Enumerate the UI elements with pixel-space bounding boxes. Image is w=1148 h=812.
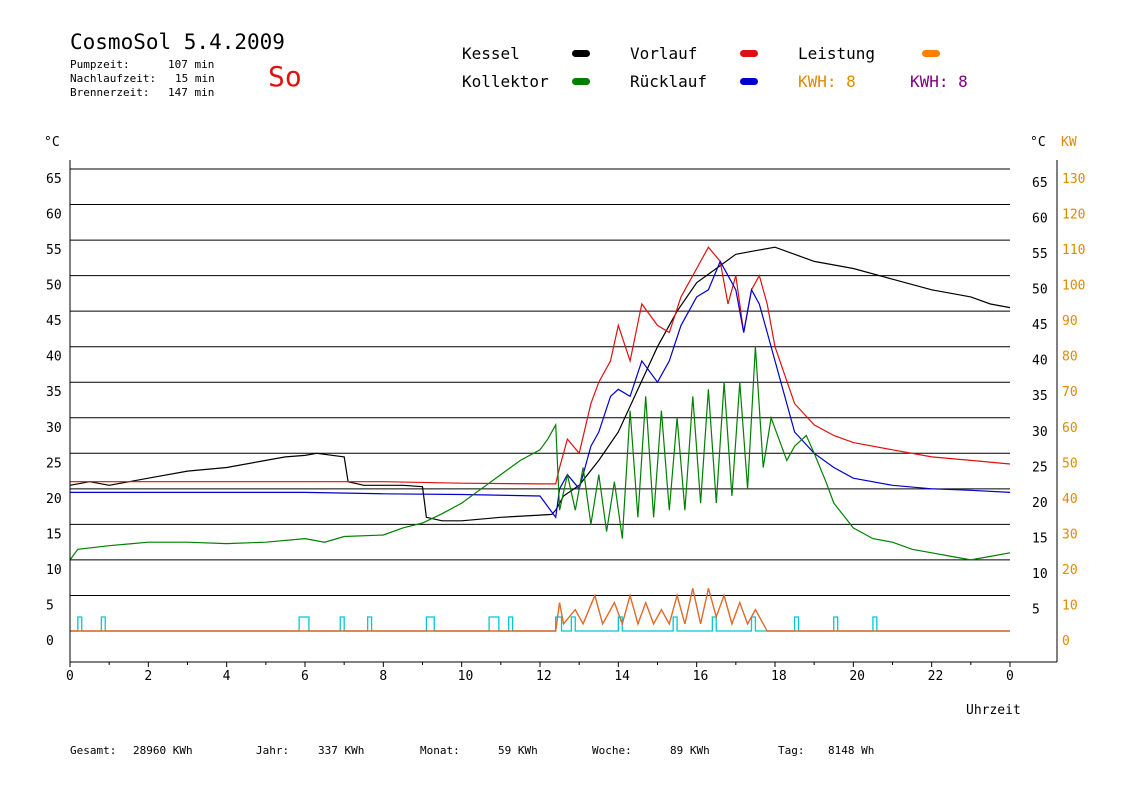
stat-pumpzeit-label: Pumpzeit: bbox=[70, 58, 130, 71]
x-tick-12: 0 bbox=[1006, 669, 1014, 684]
legend-vorlauf-swatch bbox=[740, 50, 758, 57]
y-tick-kw-20: 20 bbox=[1062, 563, 1078, 578]
y-tick-left-40: 40 bbox=[46, 350, 62, 365]
y-tick-right-45: 45 bbox=[1032, 318, 1048, 333]
y-tick-right-50: 50 bbox=[1032, 283, 1048, 298]
footer-woche-value: 89 KWh bbox=[670, 744, 710, 757]
series-leistung-kwh bbox=[70, 588, 1010, 632]
y-tick-left-15: 15 bbox=[46, 527, 62, 542]
series-kollektor bbox=[69, 346, 1011, 561]
x-tick-1: 2 bbox=[144, 669, 152, 684]
y-tick-left-35: 35 bbox=[46, 385, 62, 400]
pump-trace bbox=[70, 616, 1010, 632]
y-tick-left-5: 5 bbox=[46, 598, 54, 613]
stat-nachlaufzeit-value: 15 min bbox=[175, 72, 215, 85]
series-ruecklauf bbox=[70, 260, 1011, 519]
footer-gesamt-label: Gesamt: bbox=[70, 744, 117, 757]
x-tick-7: 14 bbox=[614, 669, 630, 684]
x-tick-8: 16 bbox=[693, 669, 709, 684]
y-tick-kw-90: 90 bbox=[1062, 314, 1078, 329]
y-tick-kw-130: 130 bbox=[1062, 172, 1085, 187]
y-tick-kw-10: 10 bbox=[1062, 598, 1078, 613]
y-axis-right-unit: °C bbox=[1030, 135, 1046, 150]
legend-kollektor-label: Kollektor bbox=[462, 72, 549, 91]
y-tick-kw-60: 60 bbox=[1062, 421, 1078, 436]
y-tick-right-40: 40 bbox=[1032, 354, 1048, 369]
y-tick-right-15: 15 bbox=[1032, 531, 1048, 546]
y-tick-kw-120: 120 bbox=[1062, 208, 1085, 223]
y-axis-kw-unit: KW bbox=[1061, 135, 1077, 150]
x-tick-3: 6 bbox=[301, 669, 309, 684]
stat-brennerzeit-label: Brennerzeit: bbox=[70, 86, 150, 99]
footer-gesamt-value: 28960 KWh bbox=[133, 744, 193, 757]
footer-tag-label: Tag: bbox=[778, 744, 805, 757]
legend-leistung-swatch bbox=[922, 50, 940, 57]
x-tick-5: 10 bbox=[458, 669, 474, 684]
y-tick-right-25: 25 bbox=[1032, 460, 1048, 475]
y-tick-left-55: 55 bbox=[46, 243, 62, 258]
y-tick-right-60: 60 bbox=[1032, 212, 1048, 227]
series-kessel bbox=[69, 246, 1011, 522]
legend-kessel-swatch bbox=[572, 50, 590, 57]
kwh-purple-label: KWH: 8 bbox=[910, 72, 968, 91]
y-tick-left-0: 0 bbox=[46, 634, 54, 649]
y-tick-kw-40: 40 bbox=[1062, 492, 1078, 507]
y-tick-left-20: 20 bbox=[46, 492, 62, 507]
footer-jahr-value: 337 KWh bbox=[318, 744, 365, 757]
series-leistung bbox=[70, 588, 1010, 632]
y-tick-kw-30: 30 bbox=[1062, 527, 1078, 542]
stat-brennerzeit-value: 147 min bbox=[168, 86, 215, 99]
weekday-label: So bbox=[268, 60, 302, 93]
legend-kollektor-swatch bbox=[572, 78, 590, 85]
y-tick-right-55: 55 bbox=[1032, 247, 1048, 262]
y-tick-left-10: 10 bbox=[46, 563, 62, 578]
x-tick-2: 4 bbox=[223, 669, 231, 684]
y-tick-right-20: 20 bbox=[1032, 496, 1048, 511]
x-tick-4: 8 bbox=[379, 669, 387, 684]
x-tick-10: 20 bbox=[849, 669, 865, 684]
x-tick-9: 18 bbox=[771, 669, 787, 684]
stat-pumpzeit-value: 107 min bbox=[168, 58, 215, 71]
y-tick-left-25: 25 bbox=[46, 456, 62, 471]
y-axis-left-unit: °C bbox=[44, 135, 60, 150]
chart-title: CosmoSol 5.4.2009 bbox=[70, 30, 285, 54]
y-tick-kw-110: 110 bbox=[1062, 243, 1085, 258]
x-axis-label: Uhrzeit bbox=[966, 703, 1021, 718]
x-tick-0: 0 bbox=[66, 669, 74, 684]
y-tick-right-30: 30 bbox=[1032, 425, 1048, 440]
legend-vorlauf-label: Vorlauf bbox=[630, 44, 698, 63]
legend-kessel-label: Kessel bbox=[462, 44, 520, 63]
footer-monat-label: Monat: bbox=[420, 744, 460, 757]
y-tick-kw-80: 80 bbox=[1062, 350, 1078, 365]
kwh-orange-label: KWH: 8 bbox=[798, 72, 856, 91]
y-tick-left-60: 60 bbox=[46, 208, 62, 223]
y-tick-left-50: 50 bbox=[46, 279, 62, 294]
y-tick-kw-70: 70 bbox=[1062, 385, 1078, 400]
legend-ruecklauf-swatch bbox=[740, 78, 758, 85]
y-tick-kw-100: 100 bbox=[1062, 279, 1085, 294]
footer-tag-value: 8148 Wh bbox=[828, 744, 875, 757]
stat-nachlaufzeit-label: Nachlaufzeit: bbox=[70, 72, 157, 85]
y-tick-right-35: 35 bbox=[1032, 389, 1048, 404]
footer-woche-label: Woche: bbox=[592, 744, 632, 757]
x-tick-11: 22 bbox=[928, 669, 944, 684]
legend-leistung-label: Leistung bbox=[798, 44, 876, 63]
y-tick-right-5: 5 bbox=[1032, 602, 1040, 617]
y-tick-right-10: 10 bbox=[1032, 567, 1048, 582]
y-tick-kw-50: 50 bbox=[1062, 456, 1078, 471]
x-tick-6: 12 bbox=[536, 669, 552, 684]
footer-monat-value: 59 KWh bbox=[498, 744, 538, 757]
y-tick-left-65: 65 bbox=[46, 172, 62, 187]
series-vorlauf bbox=[70, 246, 1011, 485]
y-tick-left-30: 30 bbox=[46, 421, 62, 436]
y-tick-kw-0: 0 bbox=[1062, 634, 1070, 649]
legend-ruecklauf-label: Rücklauf bbox=[630, 72, 708, 91]
footer-jahr-label: Jahr: bbox=[256, 744, 290, 757]
y-tick-left-45: 45 bbox=[46, 314, 62, 329]
y-tick-right-65: 65 bbox=[1032, 176, 1048, 191]
